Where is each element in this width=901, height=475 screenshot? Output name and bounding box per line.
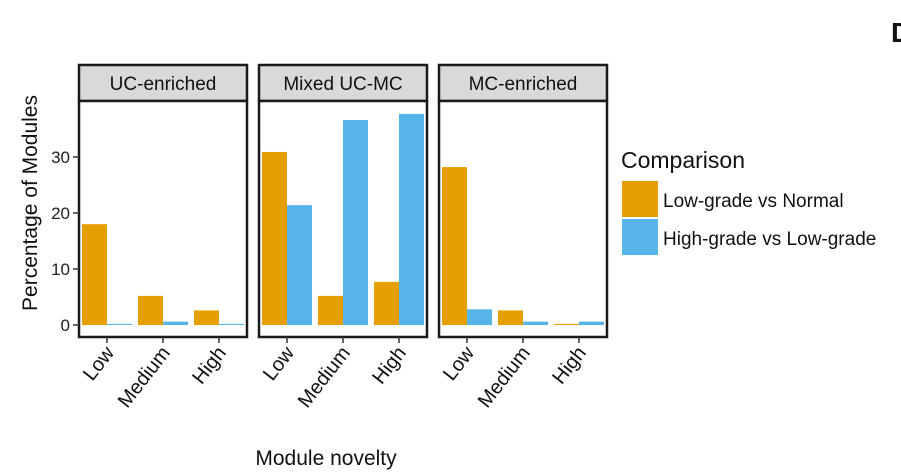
y-axis: 0 10 20 30 <box>51 148 79 335</box>
x-tick-label: Low <box>259 342 299 385</box>
y-tick-label: 0 <box>61 316 70 335</box>
bar <box>138 295 163 325</box>
bar <box>399 113 424 325</box>
bar <box>82 224 107 325</box>
y-axis-title: Percentage of Modules <box>19 95 42 311</box>
legend-swatch <box>622 181 658 217</box>
x-tick-label: Low <box>79 342 119 385</box>
x-axis-title: Module novelty <box>255 447 397 470</box>
bar <box>554 323 579 325</box>
bar <box>579 321 604 325</box>
legend: Comparison Low-grade vs Normal High-grade … <box>621 147 876 255</box>
facet-strip <box>437 63 609 103</box>
legend-label: High-grade vs Low-grade <box>663 229 876 250</box>
legend-title: Comparison <box>621 147 745 173</box>
bar <box>498 310 523 325</box>
facet-label: Mixed UC-MC <box>283 74 402 95</box>
y-tick-label: 20 <box>51 204 70 223</box>
bar <box>107 323 132 325</box>
bar <box>194 310 219 325</box>
bar <box>262 151 287 325</box>
bar <box>374 281 399 325</box>
bar <box>467 309 492 325</box>
legend-label: Low-grade vs Normal <box>663 191 844 212</box>
x-tick-label: Medium <box>474 343 535 413</box>
x-tick-label: High <box>368 343 411 389</box>
bar <box>318 295 343 325</box>
panel-letter: D <box>891 17 901 48</box>
facet-strip <box>257 63 429 103</box>
facet-label: UC-enriched <box>110 74 217 95</box>
x-tick-label: Low <box>439 342 479 385</box>
x-tick-label: Medium <box>294 343 355 413</box>
bar <box>343 120 368 325</box>
legend-swatch <box>622 219 658 255</box>
bar <box>219 323 244 325</box>
bar <box>287 205 312 325</box>
y-tick-label: 30 <box>51 148 70 167</box>
bar <box>523 321 548 325</box>
x-tick-label: High <box>548 343 591 389</box>
x-tick-label: High <box>188 343 231 389</box>
x-tick-label: Medium <box>114 343 175 413</box>
bar <box>163 321 188 325</box>
facet-label: MC-enriched <box>469 74 578 95</box>
bar <box>442 167 467 325</box>
y-tick-label: 10 <box>51 260 70 279</box>
